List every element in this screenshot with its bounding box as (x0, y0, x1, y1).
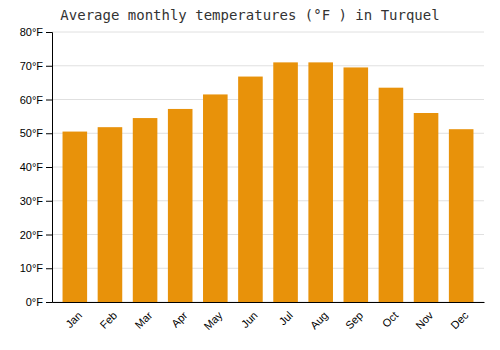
bar (344, 67, 369, 302)
tick-label: 10°F (20, 262, 44, 274)
tick-label: Nov (413, 309, 436, 332)
tick: 60°F (20, 94, 52, 106)
tick: 70°F (20, 60, 52, 72)
tick: 10°F (20, 262, 52, 274)
tick-label: Oct (380, 309, 401, 330)
tick-label: Jul (276, 309, 294, 327)
x-axis: Jan Feb Mar Apr May Jun Jul Aug Sep Oct Nov Dec (53, 303, 485, 333)
bar (168, 109, 193, 302)
tick: Sep (343, 309, 365, 331)
title: Average monthly temperatures (°F ) in Tu… (60, 7, 439, 23)
bar (133, 118, 158, 302)
tick: Feb (97, 309, 119, 331)
bar (203, 94, 228, 302)
tick: 30°F (20, 195, 52, 207)
chart: Average monthly temperatures (°F ) in Tu… (0, 0, 500, 350)
tick-label: 40°F (20, 161, 44, 173)
tick: May (201, 309, 225, 333)
grid-line (52, 65, 484, 66)
plot: Jan Feb Mar Apr May Jun Jul Aug Sep Oct Nov Dec 0°F 1… (20, 26, 485, 332)
tick-mark (46, 268, 52, 269)
tick-label: 50°F (20, 127, 44, 139)
tick: 40°F (20, 161, 52, 173)
tick-label: 70°F (20, 60, 44, 72)
bar (449, 129, 474, 302)
tick-label: Dec (448, 309, 471, 332)
grid (52, 32, 484, 302)
tick: Apr (169, 309, 190, 330)
tick: Jan (63, 309, 84, 330)
tick: Aug (308, 309, 330, 331)
tick: 80°F (20, 26, 52, 38)
tick-label: May (201, 309, 225, 333)
tick-label: 60°F (20, 94, 44, 106)
grid-line (52, 32, 484, 33)
tick-mark (46, 32, 52, 33)
tick-label: Jan (63, 309, 84, 330)
tick: 0°F (26, 296, 52, 308)
bar (238, 77, 263, 302)
grid-line (52, 99, 484, 100)
tick-mark (46, 100, 52, 101)
tick: Oct (380, 309, 401, 330)
tick-label: Apr (169, 309, 190, 330)
axis-line (46, 33, 53, 303)
tick-label: Feb (97, 309, 119, 331)
tick-mark (46, 201, 52, 202)
tick-label: 30°F (20, 195, 44, 207)
bar (273, 62, 298, 302)
marks (63, 62, 474, 302)
bar (308, 62, 333, 302)
tick-mark (46, 133, 52, 134)
tick: Dec (448, 309, 471, 332)
tick-label: 0°F (26, 296, 44, 308)
bar (98, 127, 123, 302)
bar (379, 88, 404, 302)
tick-mark (46, 66, 52, 67)
tick-mark (46, 235, 52, 236)
bar (63, 132, 88, 302)
bar (414, 113, 439, 302)
tick-label: Sep (343, 309, 365, 331)
tick-label: Jun (239, 309, 260, 330)
tick-mark (46, 167, 52, 168)
tick: Jul (276, 309, 294, 327)
tick: 50°F (20, 127, 52, 139)
tick: Jun (239, 309, 260, 330)
tick-label: 20°F (20, 229, 44, 241)
tick-label: 80°F (20, 26, 44, 38)
tick: Nov (413, 309, 436, 332)
y-axis: 0°F 10°F 20°F 30°F 40°F 50°F 60°F 70°F 80°F (20, 26, 53, 308)
axis-line (53, 302, 485, 303)
tick: 20°F (20, 229, 52, 241)
tick-label: Aug (308, 309, 330, 331)
tick: Mar (133, 309, 155, 331)
tick-mark (46, 302, 52, 303)
tick-label: Mar (133, 309, 155, 331)
